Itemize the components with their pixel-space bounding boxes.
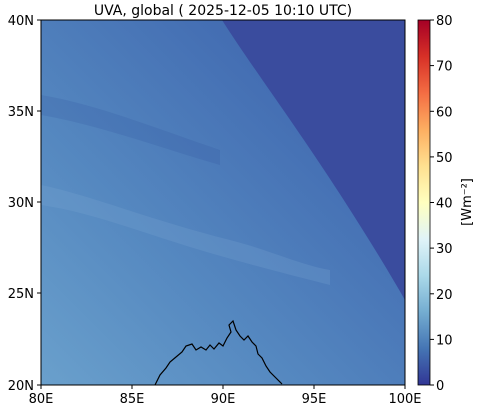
map-area	[41, 20, 405, 385]
colorbar: 80 70 60 50 40 30 20 10 0 [Wm⁻²]	[417, 14, 475, 394]
colorbar-tick-label: 70	[436, 60, 453, 75]
colorbar-tick-label: 10	[436, 333, 453, 348]
colorbar-tick-label: 40	[436, 197, 453, 212]
x-tick-label: 90E	[211, 392, 236, 407]
x-tick-label: 85E	[120, 392, 145, 407]
colorbar-tick-label: 60	[436, 105, 453, 120]
x-tick-label: 95E	[302, 392, 327, 407]
y-tick-label: 25N	[8, 287, 34, 302]
map-title: UVA, global ( 2025-12-05 10:10 UTC)	[94, 3, 352, 19]
x-axis: 80E 85E 90E 95E 100E	[29, 385, 422, 407]
coastline	[154, 319, 283, 385]
colorbar-tick-label: 0	[436, 379, 444, 394]
colorbar-tick-label: 80	[436, 14, 453, 29]
colorbar-tick-label: 50	[436, 151, 453, 166]
light-band	[41, 185, 330, 285]
x-tick-label: 100E	[388, 392, 421, 407]
x-tick-label: 80E	[29, 392, 54, 407]
colorbar-gradient	[417, 19, 431, 386]
y-tick-label: 30N	[8, 196, 34, 211]
colorbar-tick-label: 20	[436, 288, 453, 303]
colorbar-ticks: 80 70 60 50 40 30 20 10 0	[430, 14, 453, 394]
y-tick-label: 20N	[8, 379, 34, 394]
y-axis: 40N 35N 30N 25N 20N	[8, 14, 41, 394]
dark-region	[222, 20, 405, 300]
y-tick-label: 40N	[8, 14, 34, 29]
speckle-band	[41, 95, 220, 165]
colorbar-tick-label: 30	[436, 242, 453, 257]
y-tick-label: 35N	[8, 105, 34, 120]
colorbar-label: [Wm⁻²]	[460, 178, 475, 226]
